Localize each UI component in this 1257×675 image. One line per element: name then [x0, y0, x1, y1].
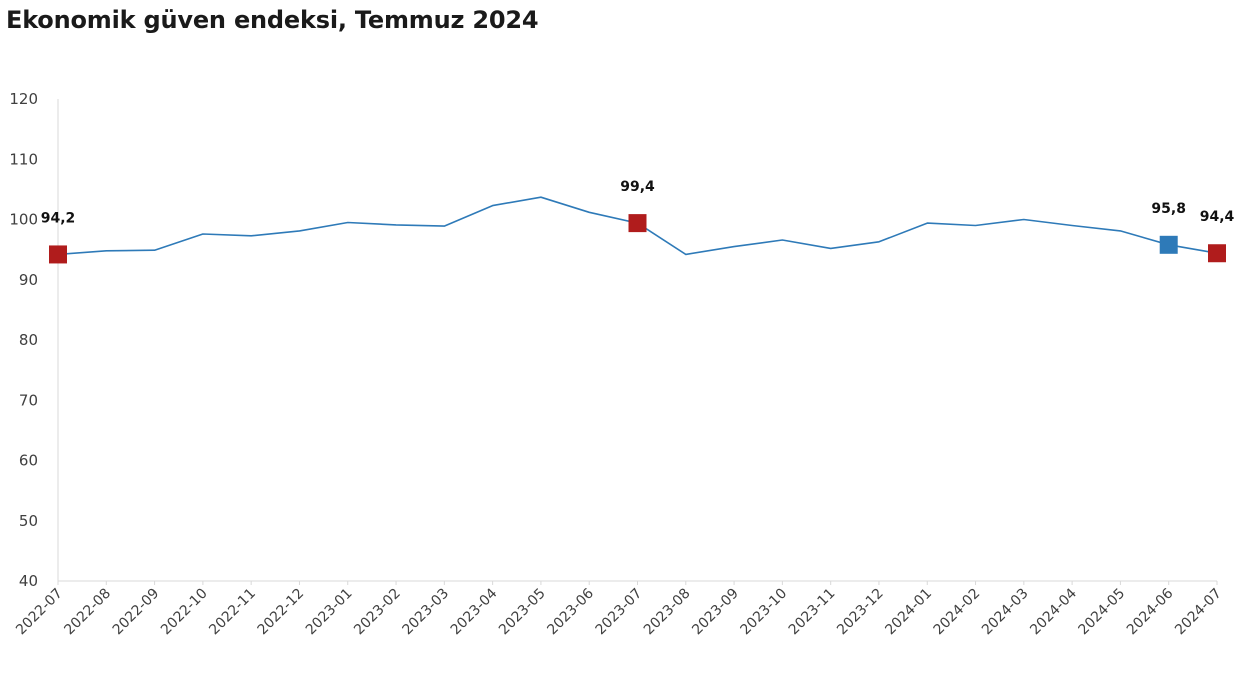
data-marker [628, 214, 647, 233]
data-label: 95,8 [1151, 201, 1186, 217]
x-tick-label: 2023-01 [303, 586, 356, 639]
x-tick-label: 2023-11 [786, 586, 839, 639]
x-tick-label: 2023-04 [448, 585, 501, 638]
y-tick-label: 120 [9, 90, 38, 108]
x-tick-label: 2024-02 [931, 586, 984, 639]
x-tick-label: 2024-04 [1027, 585, 1080, 638]
x-tick-label: 2024-06 [1124, 585, 1177, 638]
x-tick-label: 2023-05 [496, 586, 549, 639]
x-tick-label: 2022-11 [206, 586, 259, 639]
y-tick-label: 80 [19, 331, 38, 349]
x-tick-label: 2024-03 [979, 586, 1032, 639]
y-tick-label: 90 [19, 271, 38, 289]
x-tick-label: 2023-03 [399, 586, 452, 639]
x-tick-label: 2023-07 [593, 586, 646, 639]
markers-group: 94,2 99,4 95,8 94,4 [41, 179, 1235, 264]
data-marker [49, 245, 67, 264]
x-tick-label: 2022-10 [158, 586, 211, 639]
x-tick-label: 2022-09 [110, 586, 163, 639]
y-tick-label: 50 [19, 512, 38, 530]
x-tick-label: 2023-09 [689, 586, 742, 639]
chart-title: Ekonomik güven endeksi, Temmuz 2024 [6, 6, 539, 34]
y-tick-label: 100 [9, 211, 38, 229]
y-tick-label: 110 [9, 150, 38, 168]
y-tick-label: 70 [19, 391, 38, 409]
y-axis-ticks: 40 50 60 70 80 90 100 110 120 [9, 90, 38, 590]
y-tick-label: 40 [19, 572, 38, 590]
x-tick-label: 2024-01 [882, 586, 935, 639]
x-axis-ticks: 2022-072022-082022-092022-102022-112022-… [13, 581, 1225, 638]
x-tick-label: 2023-08 [641, 586, 694, 639]
data-label: 94,2 [41, 210, 76, 226]
x-tick-label: 2023-06 [544, 585, 597, 638]
data-marker [1208, 244, 1226, 263]
x-tick-label: 2024-05 [1076, 586, 1129, 639]
x-tick-label: 2023-10 [738, 586, 791, 639]
x-tick-label: 2024-07 [1172, 586, 1225, 639]
x-tick-label: 2022-12 [255, 586, 308, 639]
data-label: 99,4 [620, 179, 655, 195]
x-tick-label: 2023-12 [834, 586, 887, 639]
chart-axes [57, 99, 1217, 582]
data-label: 94,4 [1200, 209, 1235, 225]
x-tick-label: 2022-07 [13, 586, 66, 639]
data-marker [1159, 235, 1178, 254]
x-tick-label: 2023-02 [351, 586, 404, 639]
x-tick-label: 2022-08 [61, 586, 114, 639]
y-tick-label: 60 [19, 452, 38, 470]
